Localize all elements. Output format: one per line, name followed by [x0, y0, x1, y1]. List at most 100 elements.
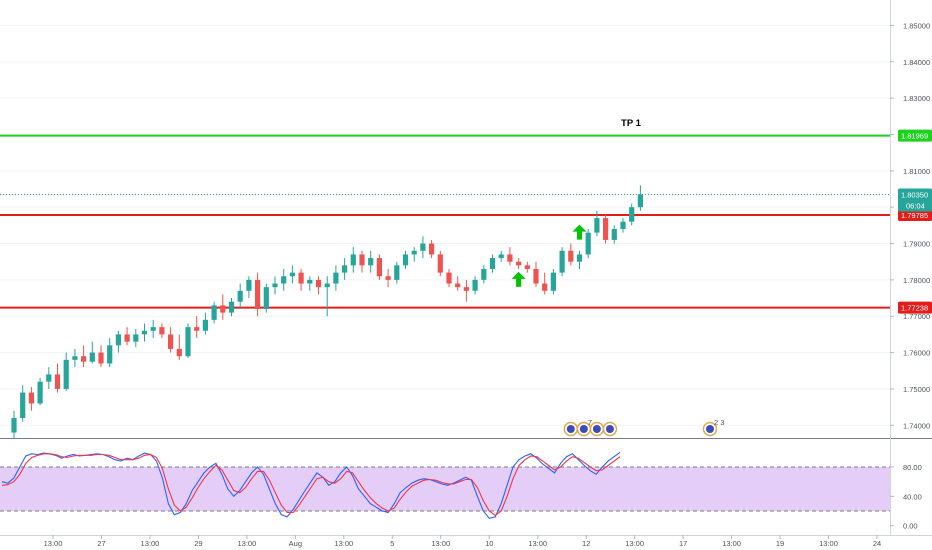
overbought-oversold-band	[0, 467, 890, 511]
bearish-candle	[516, 261, 522, 266]
time-tick-label: 13:00	[431, 539, 450, 548]
time-tick-label: Aug	[289, 539, 302, 548]
osc-tick-label: 80.00	[903, 463, 922, 472]
time-tick-label: 19	[776, 539, 784, 548]
bearish-candle	[98, 352, 104, 364]
price-tick-label: 1.81000	[903, 167, 930, 176]
price-axis[interactable]: 1.850001.840001.830001.820001.810001.800…	[890, 21, 930, 430]
time-axis[interactable]: 13:00 27 13:00 29 13:00 Aug 13:00 5 13:00 10 13:00…	[44, 535, 882, 548]
level-price-label: 1.77238	[901, 304, 928, 313]
time-tick-label: 24	[873, 539, 881, 548]
bearish-candle	[159, 327, 165, 335]
time-tick-label: 13:00	[819, 539, 838, 548]
bearish-candle	[255, 279, 261, 309]
bullish-candle	[411, 250, 417, 255]
bullish-candle	[420, 243, 426, 251]
bullish-candle	[620, 221, 626, 229]
bearish-candle	[176, 348, 182, 357]
bearish-candle	[603, 218, 609, 240]
bullish-candle	[141, 330, 148, 335]
bearish-candle	[533, 268, 539, 284]
up-arrow-icon	[572, 224, 587, 240]
time-tick-label: 13:00	[237, 539, 256, 548]
time-tick-label: 5	[390, 539, 394, 548]
bullish-candle	[20, 392, 26, 419]
stochastic-line	[1, 453, 621, 517]
bearish-candle	[28, 392, 34, 404]
time-tick-label: 12	[582, 539, 590, 548]
bullish-candle	[272, 283, 278, 288]
event-markers[interactable]: 7 2 3	[563, 418, 725, 437]
bearish-candle	[446, 272, 452, 284]
stochastic-pane[interactable]	[0, 451, 890, 519]
event-marker-icon[interactable]	[602, 421, 618, 437]
bullish-candle	[107, 345, 113, 364]
bullish-candle	[342, 265, 348, 273]
bearish-candle	[437, 254, 443, 273]
tp1-annotation: TP 1	[621, 118, 642, 129]
bullish-candle	[37, 381, 43, 404]
time-tick-label: 27	[97, 539, 105, 548]
bullish-candle	[350, 254, 356, 266]
bearish-candle	[376, 258, 382, 277]
price-pane[interactable]: 7 2 3 TP 1	[0, 0, 890, 438]
event-count-label: 7	[588, 418, 592, 427]
bullish-candle	[368, 258, 374, 266]
bullish-candle	[333, 272, 339, 284]
bearish-candle	[81, 356, 87, 362]
time-tick-label: 13:00	[44, 539, 63, 548]
bullish-candle	[46, 374, 52, 382]
bullish-candle	[115, 334, 121, 346]
bearish-candle	[524, 265, 530, 269]
bearish-candle	[194, 327, 200, 331]
price-tick-label: 1.83000	[903, 94, 930, 103]
signal-arrows	[511, 224, 587, 287]
bearish-candle	[359, 254, 365, 266]
bullish-candle	[263, 287, 269, 309]
bullish-candle	[611, 228, 617, 240]
event-count-label: 2 3	[714, 418, 724, 427]
bearish-candle	[455, 283, 461, 288]
level-price-label: 1.79785	[901, 211, 928, 220]
bearish-candle	[429, 243, 435, 255]
stochastic-axis[interactable]: 80.00 40.00 0.00	[890, 463, 922, 531]
event-marker-icon[interactable]: 2 3	[702, 418, 725, 437]
bullish-candle	[576, 254, 583, 262]
price-tick-label: 1.85000	[903, 21, 930, 30]
bearish-candle	[54, 374, 61, 389]
level-price-tag	[898, 209, 932, 222]
bearish-candle	[315, 279, 322, 288]
price-tags: 1.81969 1.79785 1.77238 1.80350 06:04	[898, 129, 932, 314]
horizontal-lines	[0, 134, 890, 309]
bearish-candle	[507, 254, 513, 262]
bullish-candle	[89, 352, 95, 362]
bearish-candle	[385, 276, 391, 280]
bullish-candle	[237, 290, 243, 302]
bullish-candle	[585, 232, 591, 255]
bullish-candle	[550, 272, 556, 291]
price-tick-label: 1.79000	[903, 240, 930, 249]
event-dot	[592, 425, 601, 433]
bullish-candle	[150, 327, 156, 331]
bullish-candle	[228, 301, 235, 313]
event-marker-icon[interactable]: 7	[576, 418, 592, 437]
time-tick-label: 17	[679, 539, 687, 548]
bullish-candle	[559, 250, 565, 273]
event-marker-icon[interactable]	[563, 421, 579, 437]
stochastic-band	[0, 466, 890, 512]
level-price-tag	[898, 129, 932, 142]
time-tick-label: 13:00	[625, 539, 644, 548]
level-price-tag	[898, 301, 932, 314]
bullish-candle	[324, 283, 330, 288]
time-tick-label: 10	[485, 539, 493, 548]
time-tick-label: 13:00	[528, 539, 547, 548]
bearish-candle	[542, 283, 548, 291]
event-dot	[706, 425, 714, 433]
bullish-candle	[481, 268, 487, 280]
countdown-label: 06:04	[906, 201, 925, 210]
candlestick-series	[11, 185, 643, 438]
event-dot	[579, 425, 588, 433]
bullish-candle	[281, 276, 287, 284]
event-marker-icon[interactable]	[589, 421, 605, 437]
